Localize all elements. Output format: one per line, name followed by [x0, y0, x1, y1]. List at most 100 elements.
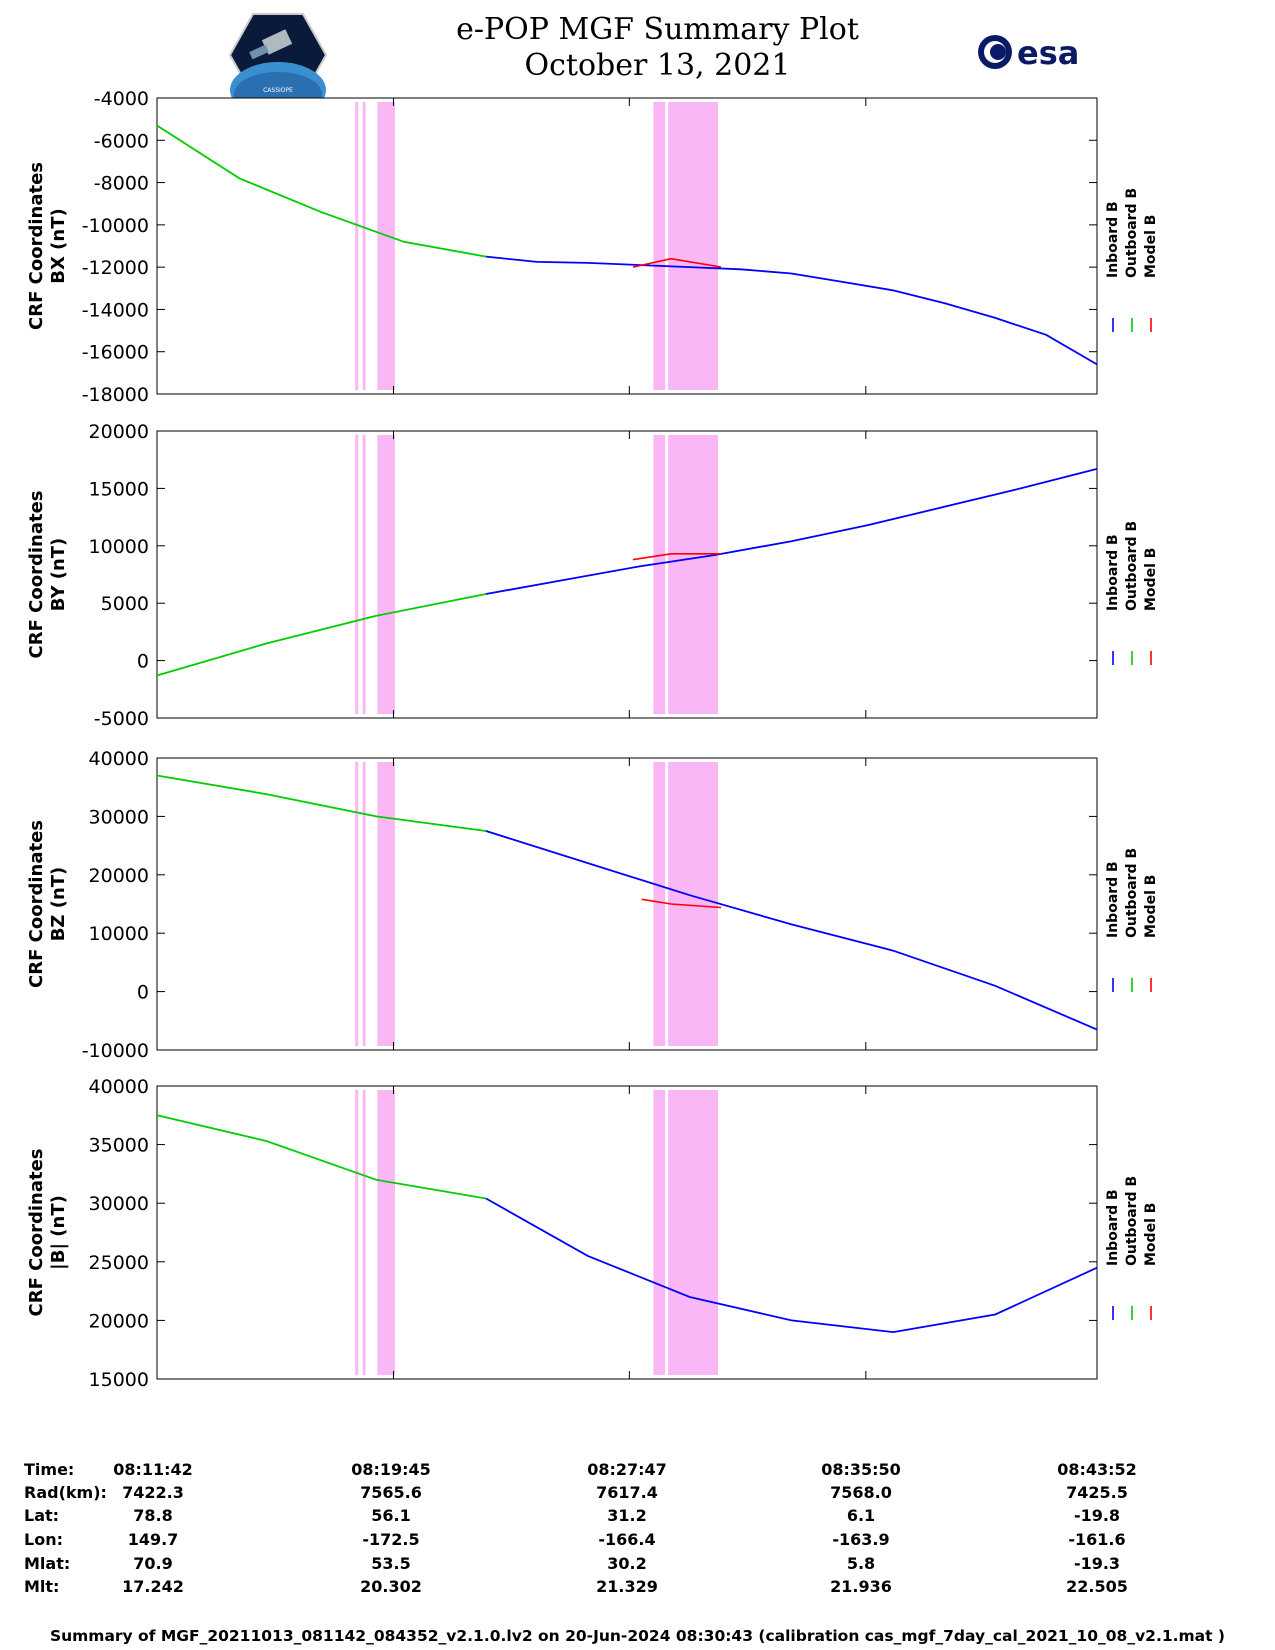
y-tick-label: -14000 — [82, 299, 149, 321]
legend-label: Inboard B — [1105, 201, 1121, 278]
orbit-value: 17.242 — [122, 1577, 184, 1596]
orbit-value: 5.8 — [846, 1554, 876, 1573]
shaded-interval-5 — [668, 435, 719, 714]
inboard-b-line — [485, 1197, 1098, 1334]
footer-note: Summary of MGF_20211013_081142_084352_v2… — [49, 1627, 1226, 1645]
y-tick-label: -10000 — [82, 215, 149, 237]
outboard-b-line — [156, 124, 487, 258]
y-tick-label: 40000 — [89, 748, 149, 770]
plot-frame — [156, 430, 1098, 719]
y-axis-label-line: CRF Coordinates — [26, 491, 47, 659]
inboard-b-line — [485, 830, 1098, 1031]
shaded-interval-2 — [362, 102, 366, 390]
orbit-value: -166.4 — [598, 1530, 656, 1549]
y-tick-label: -4000 — [94, 88, 149, 110]
y-axis-label-line: BY (nT) — [48, 538, 69, 612]
panel-4: 40000 35000 30000 25000 20000 15000 CRF Coordi… — [26, 1076, 1159, 1391]
orbit-value: 22.505 — [1066, 1577, 1128, 1596]
shaded-interval-1 — [355, 1090, 359, 1375]
y-tick-label: -16000 — [82, 342, 149, 364]
y-tick-label: 20000 — [89, 865, 149, 887]
time-tick-label: 08:27:47 — [587, 1460, 667, 1479]
y-tick-label: 30000 — [89, 1193, 149, 1215]
orbit-value: 20.302 — [360, 1577, 422, 1596]
esa-logo: esa — [978, 34, 1079, 72]
shaded-interval-5 — [668, 102, 719, 390]
orbit-value: 149.7 — [127, 1530, 179, 1549]
chart-title: e-POP MGF Summary Plot — [456, 12, 859, 47]
y-axis-label-line: BZ (nT) — [48, 867, 69, 942]
y-tick-label: 5000 — [101, 593, 149, 615]
panel-2: 20000 15000 10000 5000 0 -5000 CRF Coordinates… — [26, 421, 1159, 730]
time-tick-label: 08:35:50 — [821, 1460, 901, 1479]
shaded-interval-4 — [653, 435, 666, 714]
y-axis-label: CRF CoordinatesBX (nT) — [26, 162, 69, 330]
shaded-interval-3 — [377, 102, 395, 390]
orbit-value: 7565.6 — [360, 1483, 422, 1502]
orbit-value: 53.5 — [371, 1554, 411, 1573]
shaded-interval-5 — [668, 1090, 719, 1375]
legend-label: Model B — [1143, 875, 1159, 938]
orbit-value: -163.9 — [832, 1530, 890, 1549]
legend-label: Outboard B — [1124, 848, 1140, 938]
panel-1: -4000 -6000 -8000 -10000 -12000 -14000 -16000 -… — [26, 88, 1159, 406]
shaded-interval-4 — [653, 1090, 666, 1375]
y-axis-label: CRF CoordinatesBZ (nT) — [26, 820, 69, 988]
legend-label: Outboard B — [1124, 188, 1140, 278]
cassiope-logo-text: CASSIOPE — [263, 87, 293, 94]
legend-label: Outboard B — [1124, 1176, 1140, 1266]
orbit-value: 7422.3 — [122, 1483, 184, 1502]
orbit-value: 21.329 — [596, 1577, 658, 1596]
chart-date: October 13, 2021 — [524, 48, 791, 83]
orbit-value: 7425.5 — [1066, 1483, 1128, 1502]
orbit-value: 6.1 — [846, 1506, 876, 1525]
shaded-interval-4 — [653, 762, 666, 1046]
y-tick-label: 25000 — [89, 1252, 149, 1274]
y-tick-label: -5000 — [94, 708, 149, 730]
y-axis-label: CRF CoordinatesBY (nT) — [26, 491, 69, 659]
orbit-value: 78.8 — [133, 1506, 173, 1525]
legend-label: Model B — [1143, 548, 1159, 611]
y-tick-label: 40000 — [89, 1076, 149, 1098]
y-axis-label-line: BX (nT) — [48, 208, 69, 283]
shaded-interval-4 — [653, 102, 666, 390]
inboard-b-line — [485, 468, 1098, 595]
y-tick-label: 35000 — [89, 1135, 149, 1157]
orbit-value: 56.1 — [371, 1506, 411, 1525]
orbit-value: 31.2 — [607, 1506, 647, 1525]
y-tick-label: 0 — [137, 982, 149, 1004]
time-tick-label: 08:19:45 — [351, 1460, 431, 1479]
y-tick-label: 15000 — [89, 1369, 149, 1391]
orbit-row-label: Lon: — [24, 1530, 63, 1549]
model-b-line — [632, 257, 722, 268]
y-axis-label-line: CRF Coordinates — [26, 820, 47, 988]
shaded-interval-1 — [355, 435, 359, 714]
shaded-interval-1 — [355, 762, 359, 1046]
legend-label: Inboard B — [1105, 861, 1121, 938]
orbit-row-label: Time: — [24, 1460, 75, 1479]
time-tick-label: 08:43:52 — [1057, 1460, 1137, 1479]
y-tick-label: -10000 — [82, 1040, 149, 1062]
y-axis-label-line: |B| (nT) — [48, 1195, 69, 1270]
outboard-b-line — [156, 774, 487, 832]
plot-frame — [156, 97, 1098, 395]
orbit-value: 30.2 — [607, 1554, 647, 1573]
legend-label: Model B — [1143, 215, 1159, 278]
shaded-interval-2 — [362, 1090, 366, 1375]
y-tick-label: -6000 — [94, 130, 149, 152]
shaded-interval-1 — [355, 102, 359, 390]
y-tick-label: -12000 — [82, 257, 149, 279]
orbit-value: -172.5 — [362, 1530, 420, 1549]
shaded-interval-3 — [377, 435, 395, 714]
shaded-interval-2 — [362, 435, 366, 714]
y-tick-label: 30000 — [89, 806, 149, 828]
y-tick-label: 15000 — [89, 478, 149, 500]
y-tick-label: 10000 — [89, 923, 149, 945]
orbit-row-label: Lat: — [24, 1506, 60, 1525]
shaded-interval-3 — [377, 762, 395, 1046]
panel-3: 40000 30000 20000 10000 0 -10000 CRF Coordinat… — [26, 748, 1159, 1062]
cassiope-logo: CASSIOPE — [228, 13, 328, 98]
model-b-line — [641, 898, 722, 909]
y-axis-label-line: CRF Coordinates — [26, 162, 47, 330]
